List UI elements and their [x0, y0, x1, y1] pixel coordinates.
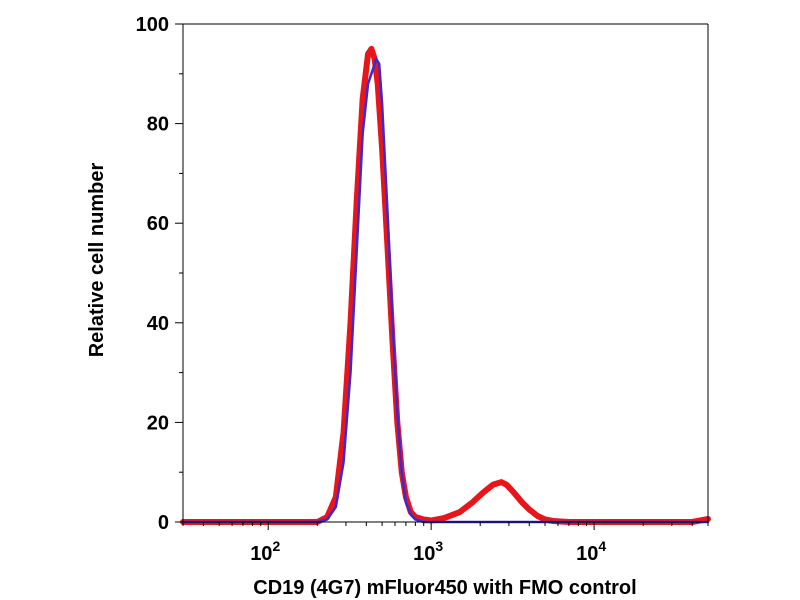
y-tick-label: 40	[147, 313, 169, 335]
x-tick-label: 104	[576, 538, 606, 565]
y-tick-label: 0	[158, 512, 169, 534]
y-axis-title: Relative cell number	[86, 163, 108, 358]
plot-background	[183, 24, 708, 522]
x-tick-label: 103	[413, 538, 443, 565]
x-tick-label: 102	[250, 538, 280, 565]
y-tick-label: 100	[136, 14, 169, 36]
axes-layer	[175, 23, 709, 530]
labels-layer: 0 20 40 60 80 100 102 103 104	[136, 14, 607, 565]
y-tick-label: 20	[147, 412, 169, 434]
series-line-1	[180, 45, 711, 525]
y-tick-label: 60	[147, 213, 169, 235]
x-axis-title: CD19 (4G7) mFluor450 with FMO control	[253, 577, 636, 599]
y-tick-label: 80	[147, 114, 169, 136]
